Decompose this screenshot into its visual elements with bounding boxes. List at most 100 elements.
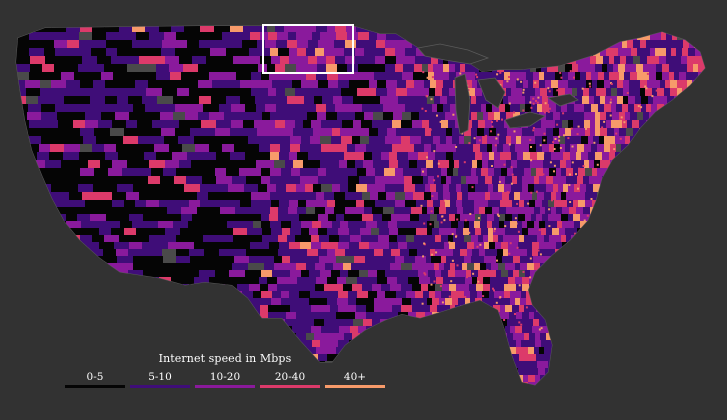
county-cell (598, 104, 605, 113)
county-cell (299, 291, 311, 299)
county-cell (250, 168, 262, 177)
county-cell (603, 249, 610, 257)
county-cell (530, 191, 533, 194)
county-cell (628, 176, 636, 185)
county-cell (682, 104, 690, 113)
county-cell (401, 263, 413, 271)
county-cell (497, 133, 500, 136)
county-cell (625, 26, 632, 33)
county-cell (456, 228, 464, 236)
county-cell (506, 160, 512, 169)
county-cell (212, 284, 226, 292)
county-cell (604, 136, 610, 145)
county-cell (498, 26, 506, 33)
county-cell (307, 277, 317, 285)
county-cell (257, 40, 266, 49)
county-cell (42, 64, 55, 73)
county-cell (632, 249, 640, 257)
county-cell (44, 48, 56, 57)
county-cell (340, 128, 351, 137)
county-cell (488, 160, 495, 169)
county-cell (300, 144, 311, 153)
county-cell (562, 361, 569, 369)
county-cell (420, 96, 428, 105)
county-cell (110, 207, 126, 215)
county-cell (39, 270, 52, 278)
county-cell (161, 263, 174, 271)
county-cell (393, 298, 403, 306)
county-cell (481, 104, 487, 113)
county-cell (554, 200, 561, 208)
county-cell (431, 128, 437, 137)
county-cell (16, 319, 28, 327)
county-cell (628, 242, 636, 250)
county-cell (14, 389, 30, 397)
county-cell (27, 326, 39, 334)
county-cell (439, 312, 447, 320)
county-cell (120, 221, 133, 229)
county-cell (446, 152, 454, 161)
county-cell (626, 354, 632, 362)
county-cell (546, 228, 553, 236)
county-cell (434, 168, 442, 177)
county-cell (506, 152, 512, 161)
county-cell (366, 305, 375, 313)
county-cell (285, 160, 294, 169)
county-cell (686, 354, 693, 362)
county-cell (513, 111, 516, 114)
county-cell (431, 56, 439, 65)
county-cell (149, 298, 163, 306)
county-cell (603, 305, 611, 313)
county-cell (149, 263, 162, 271)
county-cell (597, 80, 605, 89)
county-cell (425, 128, 432, 137)
county-cell (194, 242, 210, 250)
county-cell (317, 112, 327, 121)
county-cell (596, 242, 602, 250)
county-cell (664, 136, 672, 145)
county-cell (377, 270, 386, 278)
county-cell (495, 137, 498, 140)
county-cell (562, 72, 569, 81)
county-cell (459, 160, 467, 169)
county-cell (484, 242, 490, 250)
county-cell (471, 347, 478, 355)
county-cell (345, 207, 357, 215)
county-cell (606, 88, 612, 97)
county-cell (460, 64, 466, 73)
county-cell (174, 176, 187, 185)
county-cell (551, 192, 557, 201)
county-cell (338, 80, 350, 89)
county-cell (331, 136, 342, 145)
county-cell (431, 242, 439, 250)
county-cell (568, 214, 574, 222)
county-cell (442, 88, 450, 97)
county-cell (193, 228, 205, 236)
county-cell (390, 284, 402, 292)
county-cell (538, 328, 541, 331)
county-cell (683, 207, 689, 215)
county-cell (435, 319, 442, 327)
county-cell (675, 64, 682, 73)
county-cell (489, 319, 497, 327)
county-cell (311, 235, 320, 243)
county-cell (369, 333, 381, 341)
county-cell (135, 88, 147, 97)
county-cell (532, 129, 535, 132)
county-cell (474, 263, 481, 271)
county-cell (450, 263, 456, 271)
county-cell (694, 319, 702, 327)
county-cell (586, 249, 592, 257)
county-cell (144, 72, 157, 81)
county-cell (425, 242, 432, 250)
county-cell (266, 96, 278, 105)
county-cell (505, 368, 513, 376)
county-cell (440, 354, 446, 362)
county-cell (568, 221, 575, 229)
county-cell (476, 283, 479, 286)
county-cell (318, 298, 328, 306)
county-cell (499, 207, 507, 215)
county-cell (655, 242, 661, 250)
county-cell (41, 235, 54, 243)
county-cell (662, 40, 670, 49)
